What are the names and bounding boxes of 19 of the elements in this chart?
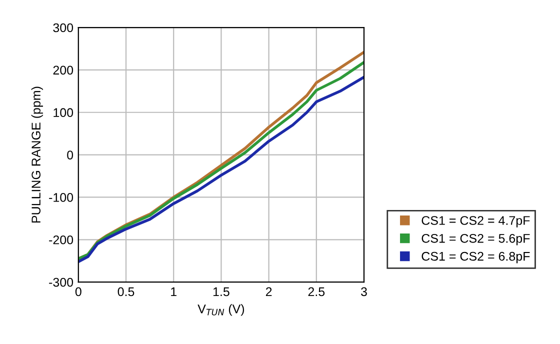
y-tick-label: 0: [67, 150, 74, 160]
legend-label: CS1 = CS2 = 6.8pF: [422, 252, 530, 264]
y-tick-label: 300: [53, 23, 74, 32]
x-tick-label: 3: [361, 287, 367, 296]
y-axis-title: PULLING RANGE (ppm): [31, 86, 43, 223]
x-tick-label: 2: [266, 287, 272, 296]
legend-label: CS1 = CS2 = 4.7pF: [422, 216, 530, 228]
x-tick-label: 0: [75, 287, 82, 296]
x-tick-label: 1: [171, 287, 176, 296]
x-axis-title: V$_{TUN}$ (V): [198, 304, 244, 316]
x-tick-label: 1.5: [213, 287, 230, 296]
y-tick-label: -300: [49, 278, 74, 287]
x-tick-label: 0.5: [118, 287, 134, 296]
x-tick-label: 2.5: [308, 287, 325, 296]
y-tick-label: -200: [49, 235, 74, 244]
y-tick-label: 100: [54, 108, 74, 118]
y-tick-label: -100: [49, 193, 74, 202]
legend-label: CS1 = CS2 = 5.6pF: [422, 234, 530, 246]
y-tick-label: 200: [53, 66, 74, 75]
